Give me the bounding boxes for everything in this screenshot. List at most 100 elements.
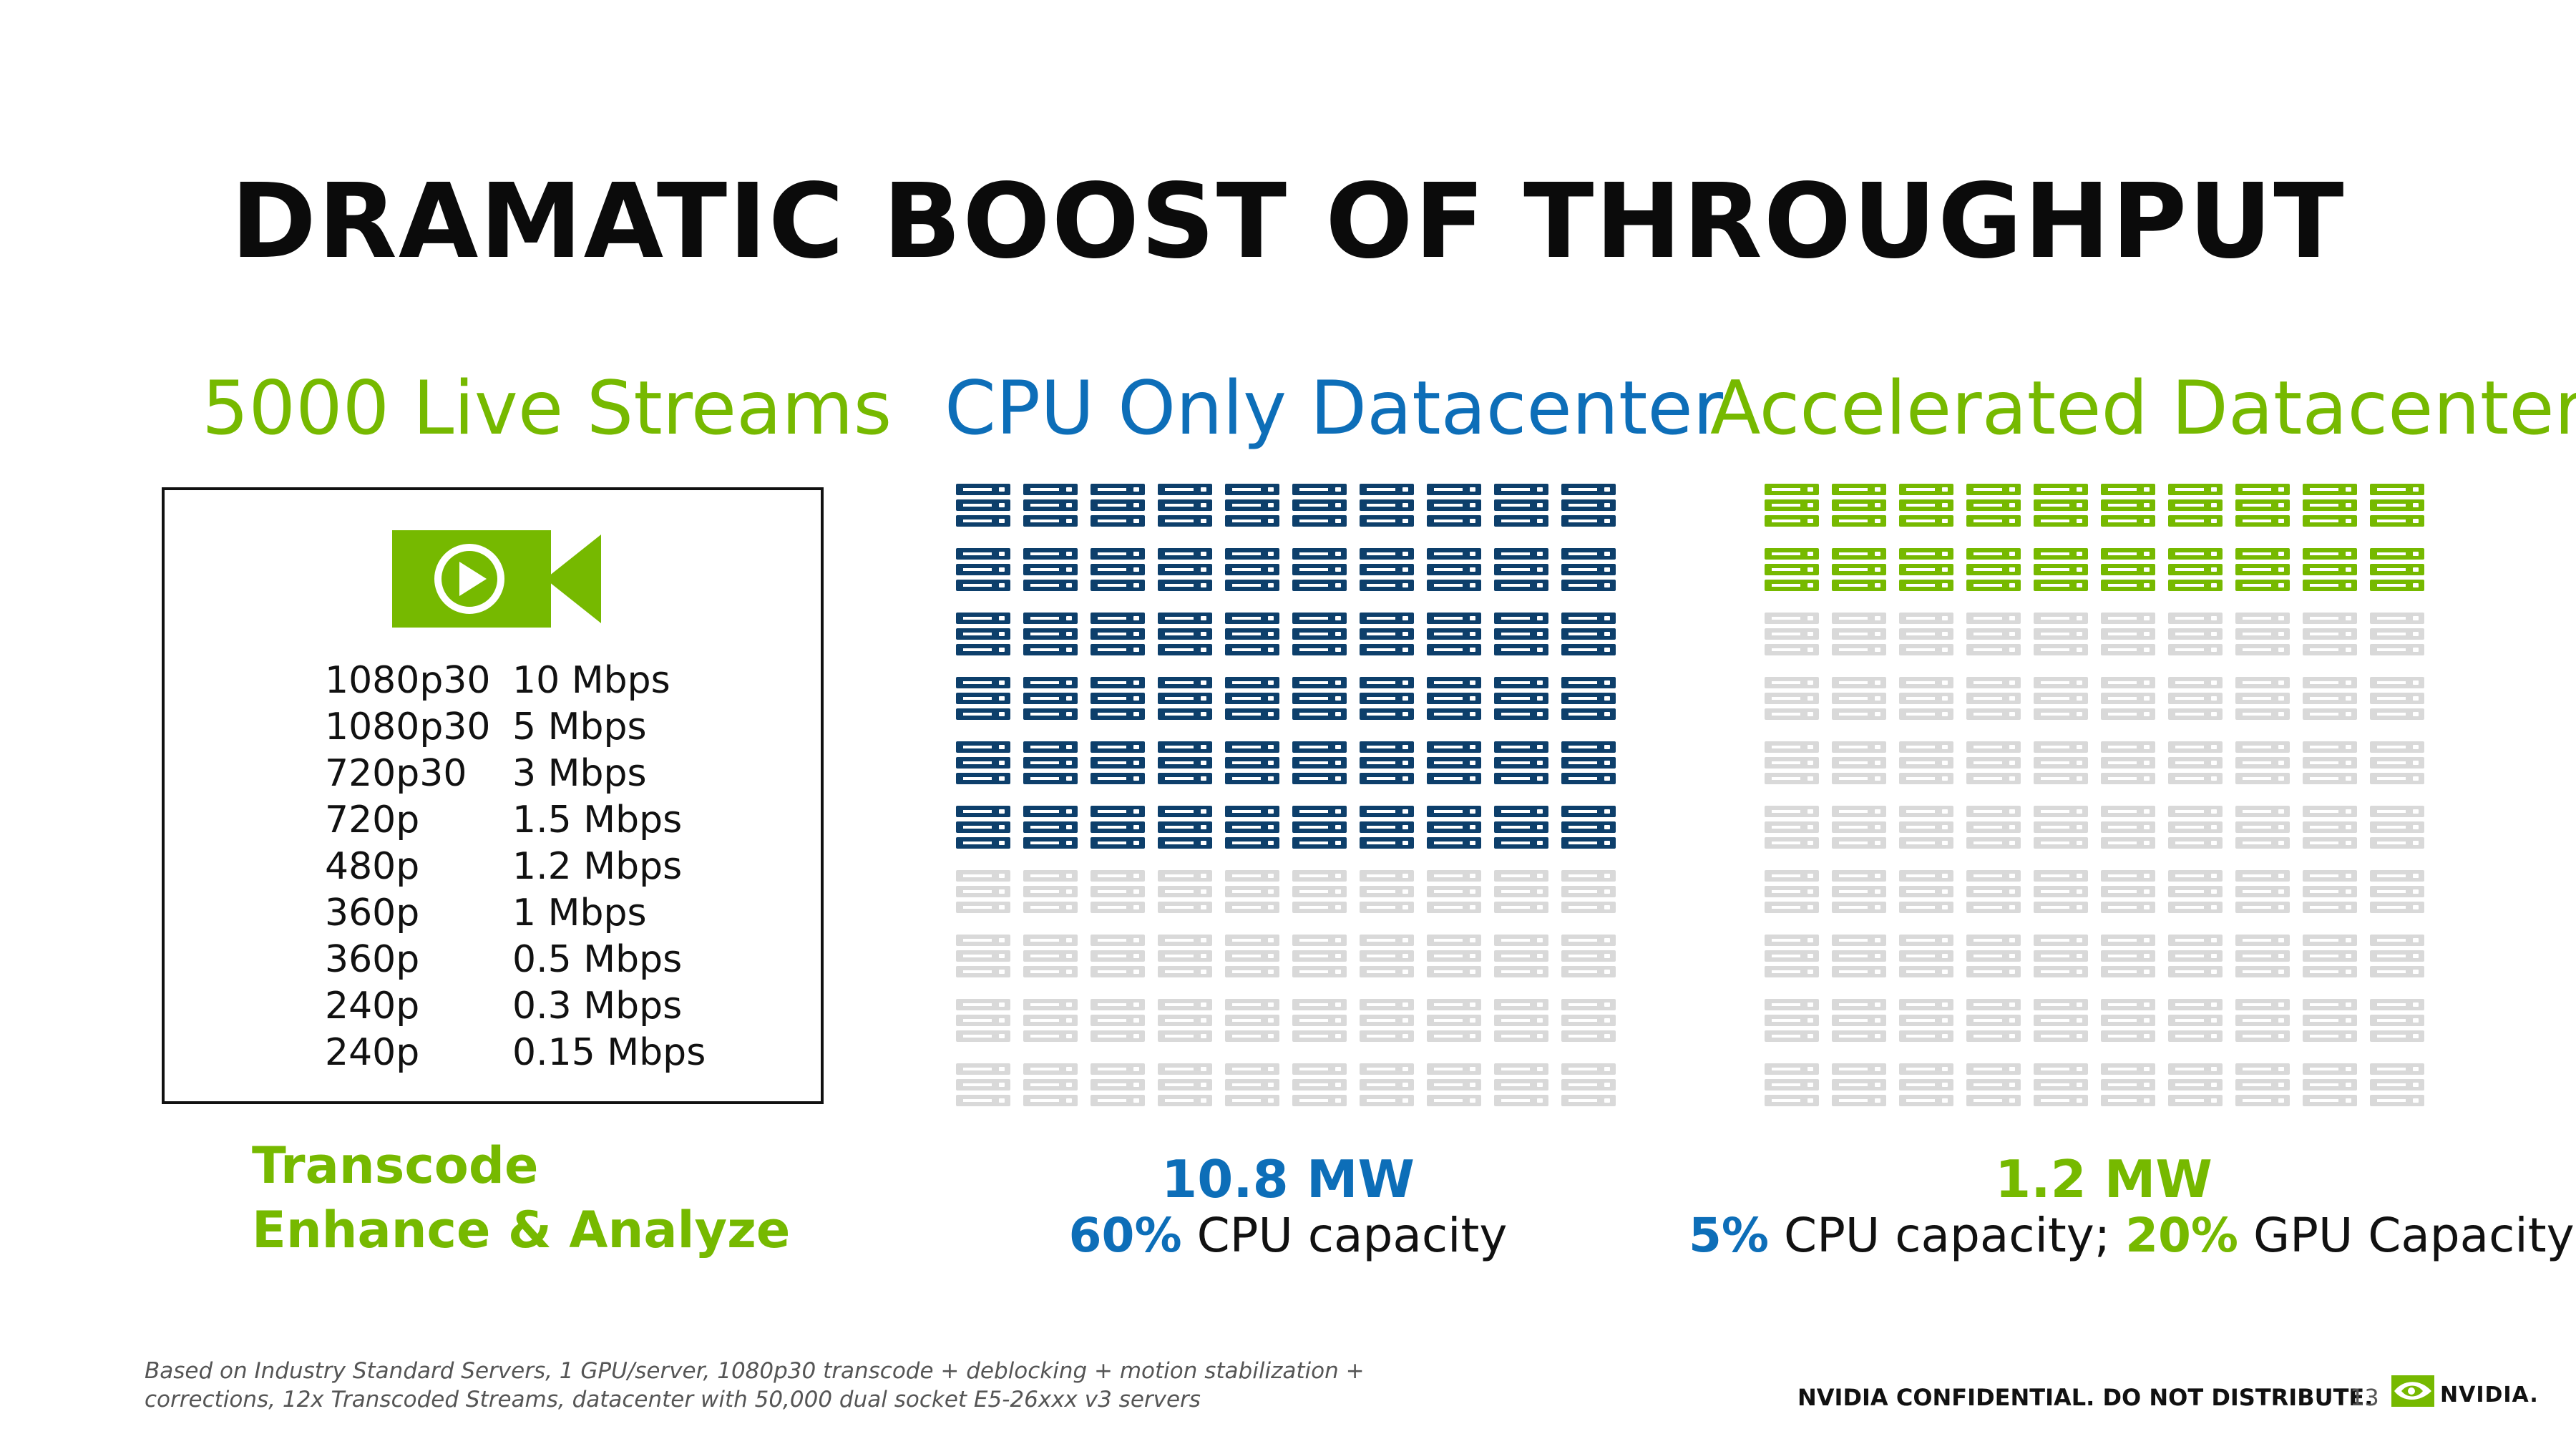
- active-server-icon: [1225, 806, 1279, 849]
- idle-server-icon: [1899, 741, 1953, 784]
- idle-server-icon: [1832, 870, 1886, 913]
- active-server-icon: [1966, 548, 2021, 591]
- active-server-icon: [1158, 548, 1212, 591]
- transcode-caption: Transcode: [252, 1136, 539, 1195]
- idle-server-icon: [1023, 935, 1078, 977]
- idle-server-icon: [1292, 1063, 1347, 1106]
- active-server-icon: [956, 613, 1010, 655]
- idle-server-icon: [1832, 935, 1886, 977]
- idle-server-icon: [1427, 870, 1481, 913]
- idle-server-icon: [2034, 935, 2088, 977]
- idle-server-icon: [1899, 1063, 1953, 1106]
- idle-server-icon: [1966, 870, 2021, 913]
- nvidia-logo: NVIDIA.: [2391, 1372, 2542, 1415]
- idle-server-icon: [2101, 999, 2155, 1042]
- stream-row: 240p 0.15 Mbps: [325, 1034, 706, 1071]
- idle-server-icon: [1427, 999, 1481, 1042]
- active-server-icon: [1091, 806, 1145, 849]
- stream-profile-box: 1080p30 10 Mbps 1080p30 5 Mbps 720p30 3 Mbp…: [162, 487, 824, 1104]
- accelerated-capacity-line: 5% CPU capacity; 20% GPU Capacity: [1689, 1208, 2575, 1263]
- idle-server-icon: [1023, 870, 1078, 913]
- active-server-icon: [2101, 484, 2155, 527]
- idle-server-icon: [1561, 999, 1616, 1042]
- active-server-icon: [1158, 484, 1212, 527]
- active-server-icon: [1158, 806, 1212, 849]
- idle-server-icon: [1899, 870, 1953, 913]
- footnote-line: corrections, 12x Transcoded Streams, dat…: [145, 1387, 1201, 1413]
- idle-server-icon: [1765, 935, 1819, 977]
- idle-server-icon: [1091, 999, 1145, 1042]
- idle-server-icon: [2303, 870, 2357, 913]
- idle-server-icon: [1360, 999, 1414, 1042]
- stream-bitrate: 3 Mbps: [512, 752, 647, 795]
- idle-server-icon: [1427, 935, 1481, 977]
- idle-server-icon: [2370, 613, 2424, 655]
- stream-resolution: 240p: [325, 1031, 420, 1074]
- active-server-icon: [1158, 613, 1212, 655]
- streams-heading: 5000 Live Streams: [202, 366, 892, 452]
- active-server-icon: [2303, 548, 2357, 591]
- idle-server-icon: [1966, 999, 2021, 1042]
- active-server-icon: [1023, 677, 1078, 720]
- cpu-capacity-line: 60% CPU capacity: [956, 1208, 1620, 1263]
- slide-title: DRAMATIC BOOST OF THROUGHPUT: [230, 161, 2346, 281]
- idle-server-icon: [2101, 935, 2155, 977]
- active-server-icon: [1494, 677, 1548, 720]
- active-server-icon: [1561, 806, 1616, 849]
- idle-server-icon: [1765, 1063, 1819, 1106]
- idle-server-icon: [1158, 935, 1212, 977]
- active-server-icon: [1494, 741, 1548, 784]
- active-server-icon: [2168, 484, 2223, 527]
- idle-server-icon: [956, 1063, 1010, 1106]
- idle-server-icon: [2303, 1063, 2357, 1106]
- idle-server-icon: [1225, 870, 1279, 913]
- idle-server-icon: [1966, 1063, 2021, 1106]
- idle-server-icon: [2034, 870, 2088, 913]
- idle-server-icon: [1765, 806, 1819, 849]
- active-server-icon: [956, 741, 1010, 784]
- idle-server-icon: [956, 935, 1010, 977]
- idle-server-icon: [2370, 677, 2424, 720]
- stream-resolution: 360p: [325, 938, 420, 981]
- idle-server-icon: [2168, 677, 2223, 720]
- idle-server-icon: [2168, 870, 2223, 913]
- active-server-icon: [1023, 484, 1078, 527]
- stream-row: 360p 0.5 Mbps: [325, 941, 682, 978]
- stream-resolution: 360p: [325, 892, 420, 935]
- idle-server-icon: [1091, 1063, 1145, 1106]
- stream-row: 480p 1.2 Mbps: [325, 848, 682, 885]
- idle-server-icon: [2235, 1063, 2290, 1106]
- idle-server-icon: [2168, 613, 2223, 655]
- active-server-icon: [1561, 677, 1616, 720]
- idle-server-icon: [2101, 870, 2155, 913]
- idle-server-icon: [1561, 1063, 1616, 1106]
- idle-server-icon: [1360, 1063, 1414, 1106]
- page-number: 13: [2350, 1384, 2379, 1411]
- idle-server-icon: [1832, 806, 1886, 849]
- active-server-icon: [1091, 484, 1145, 527]
- idle-server-icon: [2168, 806, 2223, 849]
- idle-server-icon: [1225, 935, 1279, 977]
- idle-server-icon: [2101, 677, 2155, 720]
- idle-server-icon: [1899, 613, 1953, 655]
- footnote-line: Based on Industry Standard Servers, 1 GP…: [145, 1358, 1365, 1384]
- idle-server-icon: [1899, 677, 1953, 720]
- idle-server-icon: [1765, 870, 1819, 913]
- idle-server-icon: [1832, 613, 1886, 655]
- idle-server-icon: [1292, 870, 1347, 913]
- active-server-icon: [1427, 741, 1481, 784]
- idle-server-icon: [2303, 999, 2357, 1042]
- idle-server-icon: [2303, 613, 2357, 655]
- idle-server-icon: [1966, 613, 2021, 655]
- idle-server-icon: [1023, 1063, 1078, 1106]
- active-server-icon: [956, 677, 1010, 720]
- active-server-icon: [1899, 484, 1953, 527]
- active-server-icon: [1023, 741, 1078, 784]
- idle-server-icon: [1427, 1063, 1481, 1106]
- idle-server-icon: [1765, 613, 1819, 655]
- active-server-icon: [1360, 677, 1414, 720]
- idle-server-icon: [2235, 935, 2290, 977]
- active-server-icon: [1561, 548, 1616, 591]
- stream-row: 360p 1 Mbps: [325, 894, 647, 932]
- active-server-icon: [1023, 613, 1078, 655]
